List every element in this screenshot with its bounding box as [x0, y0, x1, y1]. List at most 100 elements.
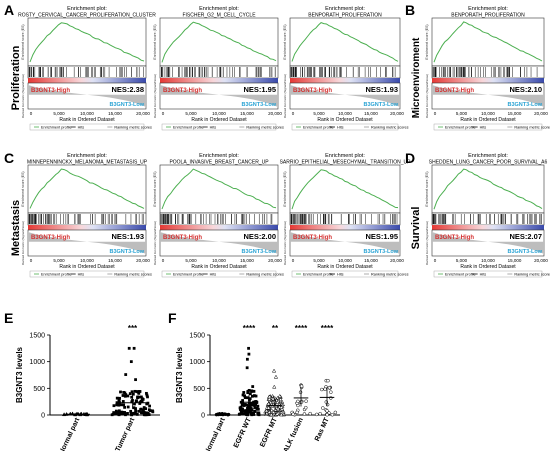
data-point — [139, 399, 143, 403]
data-point — [315, 412, 319, 417]
data-point — [250, 389, 254, 393]
x-tick-label: 10,000 — [338, 258, 352, 263]
scatter-panel-e: 0 500 1000 1500 B3GNT3 levels Normal part *** T… — [15, 324, 160, 451]
legend-entry: Ranking metric scores — [371, 126, 409, 130]
metric-ylabel: Ranked list metric (Signal2Noise) — [425, 221, 429, 265]
data-point — [145, 393, 149, 397]
data-point — [270, 396, 276, 401]
data-point — [257, 413, 260, 416]
data-point — [116, 410, 120, 414]
gsea-plot-0: Enrichment plot:ROSTY_CERVICAL_CANCER_PR… — [18, 6, 156, 131]
data-point — [121, 400, 125, 403]
significance-marker: **** — [295, 324, 308, 333]
data-point — [266, 405, 271, 410]
data-point — [250, 413, 254, 417]
data-point — [239, 405, 243, 409]
metric-ylabel: Ranked list metric (Signal2Noise) — [425, 74, 429, 118]
x-tick-label: 20,000 — [534, 258, 548, 263]
legend-box — [29, 123, 145, 131]
x-tick-label: 15,000 — [364, 258, 378, 263]
gsea-title-prefix: Enrichment plot: — [325, 153, 365, 159]
legend-entry: Hits — [480, 126, 487, 130]
data-point — [246, 396, 250, 400]
data-point — [115, 396, 119, 400]
x-tick-label: 15,000 — [240, 258, 254, 263]
ranking-color-bar — [28, 225, 146, 230]
ranking-metric-area — [28, 85, 146, 107]
ranking-metric-area — [28, 232, 146, 254]
category-label: Ras MT — [314, 416, 331, 442]
high-group-label: B3GNT3-High — [163, 235, 202, 241]
panel-label-d: D — [405, 150, 416, 166]
data-point — [275, 411, 280, 416]
data-point — [245, 366, 249, 370]
data-point — [241, 402, 245, 406]
x-tick-label: 5,000 — [456, 258, 468, 263]
data-point — [239, 400, 243, 404]
data-point — [325, 409, 329, 413]
legend-entry: Ranking metric scores — [371, 273, 409, 277]
es-ylabel: Enrichment score (ES) — [283, 24, 287, 59]
x-tick-label: 5,000 — [185, 111, 197, 116]
ranking-color-bar — [290, 78, 400, 83]
legend-entry: Ranking metric scores — [114, 273, 152, 277]
category-label: Normal part — [204, 416, 227, 451]
nes-value: NES:2.07 — [509, 232, 542, 241]
data-point — [279, 404, 284, 409]
legend-entry: Enrichment profile — [445, 126, 476, 130]
es-plot-frame — [289, 164, 401, 214]
gsea-title-prefix: Enrichment plot: — [199, 153, 239, 159]
significance-marker: ** — [272, 324, 279, 333]
data-point — [130, 400, 134, 404]
category-label: EGFR MT — [259, 416, 279, 448]
data-point — [333, 410, 338, 415]
x-tick-label: 15,000 — [108, 258, 122, 263]
y-tick-label: 500 — [193, 386, 205, 393]
low-group-label: B3GNT3-Low — [507, 102, 542, 108]
es-plot-frame — [159, 164, 279, 214]
x-tick-label: 0 — [30, 258, 33, 263]
nes-value: NES:2.00 — [243, 232, 276, 241]
legend-entry: Ranking metric scores — [246, 273, 284, 277]
data-point — [119, 390, 122, 394]
gsea-plot-6: Enrichment plot:SARRIO_EPITHELIAL_MESECH… — [280, 153, 411, 278]
legend-entry: Enrichment profile — [303, 126, 334, 130]
x-tick-label: 5,000 — [456, 111, 468, 116]
data-point — [119, 403, 123, 407]
x-tick-label: 0 — [162, 111, 165, 116]
metric-ylabel: Ranked list metric (Signal2Noise) — [21, 74, 25, 118]
data-point — [138, 402, 142, 405]
es-ylabel: Enrichment score (ES) — [283, 171, 287, 206]
row-label-survival: Survival — [410, 207, 422, 250]
data-point — [134, 409, 138, 413]
y-tick-label: 0 — [201, 413, 205, 420]
data-point — [256, 411, 260, 415]
data-point — [240, 410, 243, 413]
es-ylabel: Enrichment score (ES) — [425, 24, 429, 59]
ranking-metric-area — [160, 232, 278, 254]
data-point — [318, 411, 322, 416]
gsea-title: BENPORATH_PROLIFERATION — [451, 13, 525, 19]
data-point — [146, 395, 149, 399]
enrichment-profile-line — [291, 22, 399, 62]
data-point — [124, 373, 128, 376]
gsea-title: POOLA_INVASIVE_BREAST_CANCER_UP — [169, 160, 269, 166]
data-point — [118, 396, 121, 400]
legend-box — [161, 270, 277, 278]
data-point — [139, 395, 143, 399]
legend-entry: Hits — [337, 126, 344, 130]
panel-label-e: E — [4, 310, 14, 326]
data-point — [117, 409, 121, 413]
data-point — [132, 406, 136, 410]
data-point — [137, 409, 141, 413]
data-point — [133, 402, 136, 406]
data-point — [247, 346, 250, 350]
legend-box — [161, 123, 277, 131]
high-group-label: B3GNT3-High — [293, 88, 332, 94]
nes-value: NES:2.38 — [111, 85, 144, 94]
data-point — [133, 389, 137, 393]
legend-entry: Enrichment profile — [173, 126, 204, 130]
data-point — [329, 390, 333, 394]
data-point — [271, 368, 277, 373]
